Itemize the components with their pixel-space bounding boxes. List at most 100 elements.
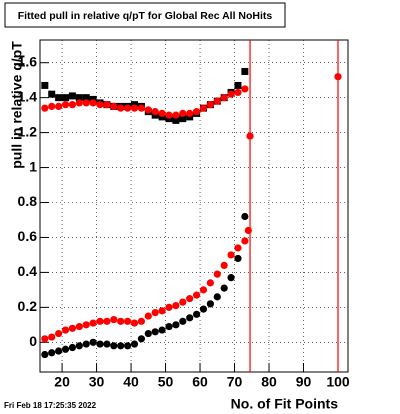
marker [192, 108, 201, 116]
marker [144, 106, 152, 114]
x-tick-label: 90 [296, 374, 312, 390]
y-tick-label: 0.8 [18, 193, 38, 209]
marker [89, 319, 97, 327]
marker [179, 317, 187, 325]
marker [172, 321, 180, 329]
marker [41, 81, 49, 89]
marker [55, 329, 63, 338]
marker [199, 305, 208, 313]
marker [110, 315, 118, 324]
marker [220, 261, 228, 270]
x-tick-label: 70 [227, 374, 243, 390]
marker [103, 340, 111, 348]
marker [334, 73, 342, 81]
marker [103, 317, 111, 325]
marker [75, 322, 83, 331]
marker [172, 302, 180, 310]
x-tick-label: 60 [192, 374, 208, 390]
marker [75, 94, 83, 102]
marker [234, 244, 242, 252]
marker [103, 101, 111, 109]
marker [130, 319, 139, 327]
marker [137, 104, 146, 112]
marker [234, 88, 242, 97]
marker [241, 212, 249, 221]
marker [61, 101, 70, 109]
marker [124, 104, 132, 112]
marker [186, 109, 194, 117]
marker [75, 342, 83, 350]
marker [241, 85, 249, 93]
x-tick-label: 20 [54, 374, 70, 390]
marker [246, 132, 254, 140]
marker [144, 312, 152, 320]
marker [206, 279, 214, 287]
marker [110, 102, 118, 110]
marker [48, 90, 56, 98]
marker [227, 90, 235, 98]
marker [82, 340, 90, 348]
marker [61, 345, 70, 353]
marker [41, 350, 49, 359]
y-tick-label: 0.4 [18, 263, 38, 279]
marker [89, 338, 97, 346]
marker [137, 335, 146, 343]
marker [192, 291, 201, 299]
y-tick-label: 0 [29, 333, 37, 349]
marker [82, 94, 90, 102]
x-tick-label: 80 [261, 374, 277, 390]
marker [68, 92, 76, 100]
marker [55, 102, 63, 110]
chart-title: Fitted pull in relative q/pT for Global … [18, 10, 273, 22]
marker [192, 310, 201, 318]
marker [199, 104, 208, 112]
marker [48, 102, 56, 110]
marker [165, 111, 173, 119]
marker [137, 317, 146, 325]
marker [68, 101, 77, 109]
marker [241, 237, 249, 245]
marker [117, 317, 125, 325]
marker [179, 115, 187, 123]
marker [213, 97, 221, 105]
marker [179, 298, 187, 306]
marker [55, 94, 63, 102]
marker [186, 314, 194, 322]
marker [75, 99, 83, 107]
marker [124, 317, 132, 325]
y-tick-label: 1 [29, 158, 37, 174]
marker [130, 104, 139, 112]
title-box [4, 2, 286, 28]
marker [220, 284, 228, 292]
y-tick-label: 0.6 [18, 228, 38, 244]
marker [110, 342, 118, 350]
timestamp: Fri Feb 18 17:25:35 2022 [4, 401, 97, 410]
marker [96, 101, 104, 109]
y-tick-label: 1.4 [18, 88, 38, 104]
marker [55, 347, 63, 355]
y-tick-label: 1.6 [18, 53, 38, 69]
marker [62, 94, 70, 102]
y-tick-label: 1.2 [18, 123, 38, 139]
marker [41, 335, 49, 343]
marker [48, 349, 56, 357]
marker [165, 303, 173, 311]
y-axis-label: pull in relative q/pT [9, 41, 25, 169]
marker [241, 67, 249, 75]
marker [234, 81, 242, 89]
x-tick-label: 50 [158, 374, 174, 390]
marker [144, 329, 152, 338]
marker [117, 104, 125, 112]
marker [151, 108, 159, 116]
marker [206, 300, 214, 308]
marker [89, 99, 97, 107]
marker [124, 342, 132, 350]
marker [82, 99, 90, 107]
marker [172, 116, 180, 124]
y-tick-label: 0.2 [18, 298, 38, 314]
x-tick-label: 30 [89, 374, 105, 390]
marker [165, 322, 173, 331]
marker [48, 333, 56, 341]
marker [82, 321, 90, 329]
